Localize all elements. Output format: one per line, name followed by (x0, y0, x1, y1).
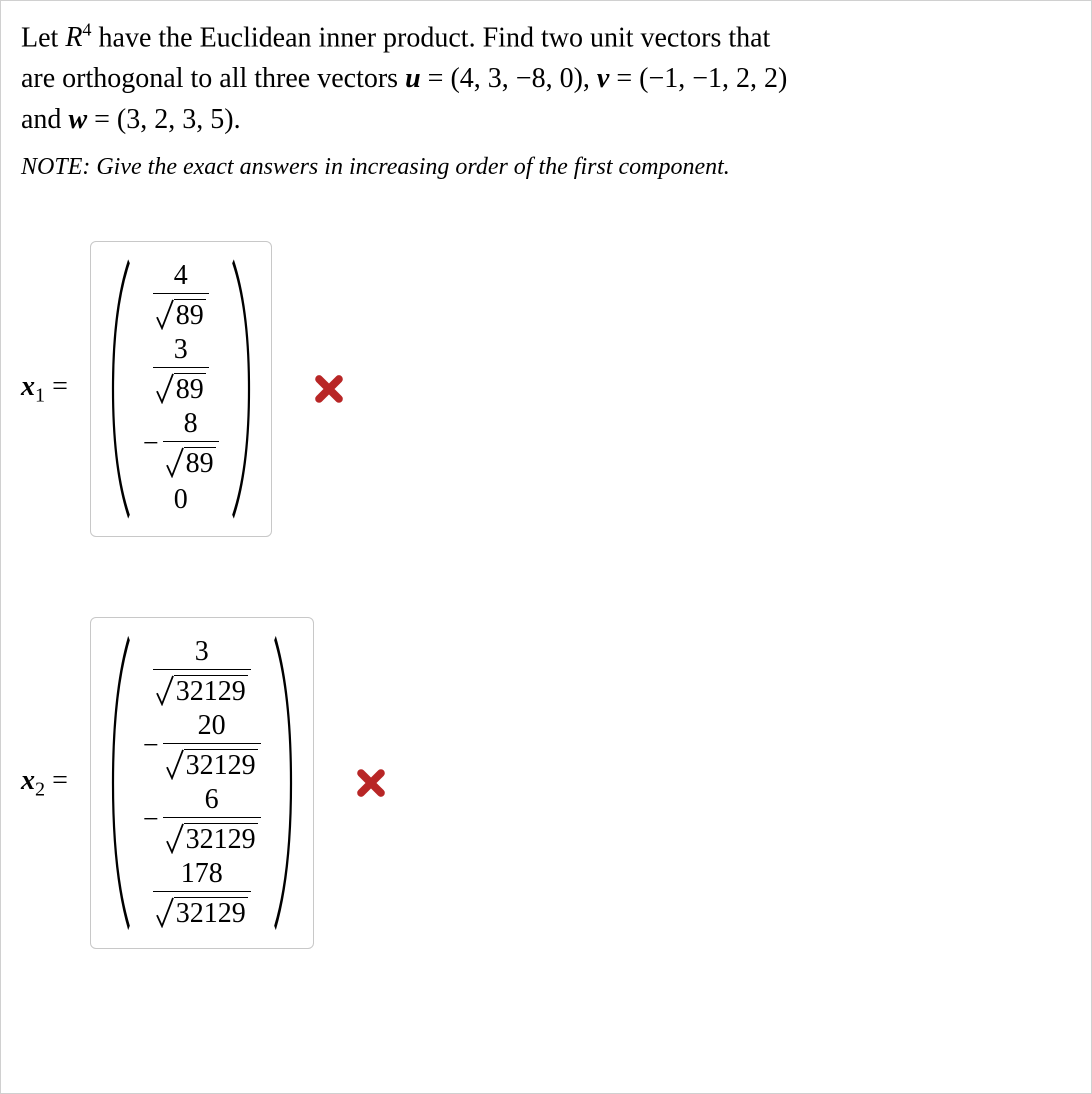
answer-row-x1: x1 = 489389−8890 (21, 241, 1071, 537)
fraction: 20 32129 (163, 712, 261, 780)
radicand: 89 (184, 447, 216, 478)
sqrt: 32129 (166, 749, 258, 780)
surd-icon (156, 299, 174, 330)
vector-entry: 489 (143, 262, 219, 330)
right-paren-icon (227, 256, 253, 522)
surd-icon (156, 675, 174, 706)
minus-sign: − (143, 804, 159, 836)
x2-vector: 332129−2032129−63212917832129 (109, 632, 295, 934)
x1-incorrect-icon (312, 372, 346, 406)
fraction: 389 (153, 336, 209, 404)
denominator: 89 (163, 441, 219, 478)
x2-label: x2 = (21, 765, 68, 802)
u-value: (4, 3, −8, 0), (450, 63, 596, 94)
text: are orthogonal to all three vectors (21, 63, 405, 94)
left-paren-icon (109, 632, 135, 934)
text: and (21, 104, 68, 135)
surd-icon (166, 447, 184, 478)
numerator: 178 (178, 860, 226, 891)
page-container: Let R4 have the Euclidean inner product.… (0, 0, 1092, 1094)
x-var: x (21, 765, 35, 796)
x1-vector: 489389−8890 (109, 256, 253, 522)
surd-icon (156, 897, 174, 928)
vector-entry: 178 32129 (143, 860, 261, 928)
denominator: 32129 (163, 817, 261, 854)
denominator: 89 (153, 367, 209, 404)
vector-entries: 489389−8890 (135, 256, 227, 522)
text: Let (21, 22, 65, 53)
minus-sign: − (143, 428, 159, 460)
x-sub: 2 (35, 778, 45, 800)
vector-entry: −889 (143, 410, 219, 478)
v-symbol: v (597, 63, 609, 94)
surd-icon (166, 749, 184, 780)
sqrt: 32129 (166, 823, 258, 854)
surd-icon (156, 373, 174, 404)
numerator: 4 (171, 262, 191, 293)
radicand: 32129 (184, 823, 258, 854)
equals: = (609, 63, 639, 94)
w-symbol: w (68, 104, 87, 135)
vector-entry: 389 (143, 336, 219, 404)
problem-statement: Let R4 have the Euclidean inner product.… (21, 17, 1071, 140)
problem-note: NOTE: Give the exact answers in increasi… (21, 154, 1071, 181)
numerator: 6 (202, 786, 222, 817)
denominator: 89 (153, 293, 209, 330)
entry-value: 0 (174, 484, 188, 516)
denominator: 32129 (153, 891, 251, 928)
vector-entry: 3 32129 (143, 638, 261, 706)
x2-incorrect-icon (354, 766, 388, 800)
text: have the Euclidean inner product. Find t… (92, 22, 771, 53)
surd-icon (166, 823, 184, 854)
x-var: x (21, 371, 35, 402)
vector-entries: 332129−2032129−63212917832129 (135, 632, 269, 934)
sqrt: 32129 (156, 897, 248, 928)
v-value: (−1, −1, 2, 2) (639, 63, 787, 94)
x1-label: x1 = (21, 371, 68, 408)
sqrt: 32129 (156, 675, 248, 706)
numerator: 20 (195, 712, 229, 743)
w-value: (3, 2, 3, 5). (117, 104, 241, 135)
x2-answer-box[interactable]: 332129−2032129−63212917832129 (90, 617, 314, 949)
numerator: 8 (181, 410, 201, 441)
left-paren-icon (109, 256, 135, 522)
R-sup: 4 (82, 20, 91, 40)
u-symbol: u (405, 63, 421, 94)
minus-sign: − (143, 730, 159, 762)
x-sub: 1 (35, 384, 45, 406)
x1-answer-box[interactable]: 489389−8890 (90, 241, 272, 537)
equals: = (87, 104, 117, 135)
fraction: 178 32129 (153, 860, 251, 928)
right-paren-icon (269, 632, 295, 934)
radicand: 89 (174, 299, 206, 330)
radicand: 32129 (174, 675, 248, 706)
radicand: 89 (174, 373, 206, 404)
fraction: 6 32129 (163, 786, 261, 854)
numerator: 3 (192, 638, 212, 669)
space-symbol: R4 (65, 22, 91, 53)
numerator: 3 (171, 336, 191, 367)
R-italic: R (65, 22, 82, 53)
vector-entry: − 6 32129 (143, 786, 261, 854)
x-eq: = (45, 371, 68, 402)
answer-row-x2: x2 = 332129−2032129−63212917832129 (21, 617, 1071, 949)
fraction: 3 32129 (153, 638, 251, 706)
sqrt: 89 (156, 299, 206, 330)
radicand: 32129 (184, 749, 258, 780)
equals: = (421, 63, 451, 94)
vector-entry: − 20 32129 (143, 712, 261, 780)
radicand: 32129 (174, 897, 248, 928)
sqrt: 89 (156, 373, 206, 404)
denominator: 32129 (163, 743, 261, 780)
x-eq: = (45, 765, 68, 796)
fraction: 889 (163, 410, 219, 478)
fraction: 489 (153, 262, 209, 330)
sqrt: 89 (166, 447, 216, 478)
vector-entry: 0 (143, 484, 219, 516)
denominator: 32129 (153, 669, 251, 706)
